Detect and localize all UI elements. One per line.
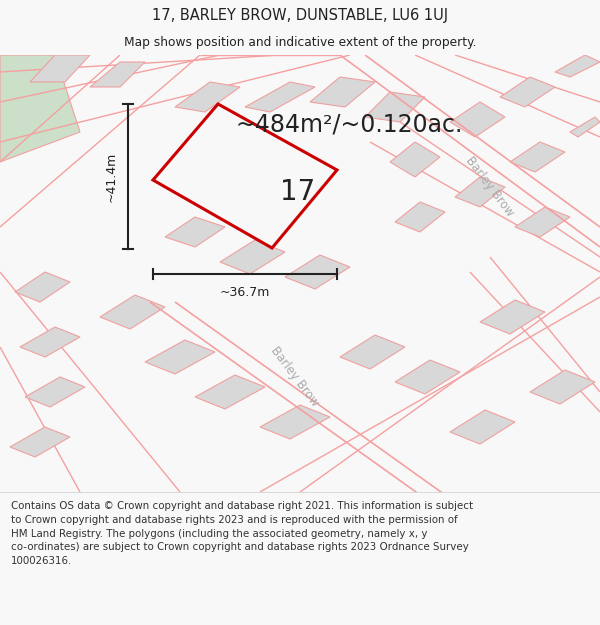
Text: Map shows position and indicative extent of the property.: Map shows position and indicative extent… — [124, 36, 476, 49]
Polygon shape — [195, 375, 265, 409]
Text: Contains OS data © Crown copyright and database right 2021. This information is : Contains OS data © Crown copyright and d… — [11, 501, 473, 566]
Polygon shape — [395, 360, 460, 394]
Polygon shape — [555, 55, 600, 77]
Polygon shape — [455, 177, 505, 207]
Polygon shape — [450, 102, 505, 137]
Polygon shape — [245, 82, 315, 112]
Text: ~36.7m: ~36.7m — [220, 286, 270, 299]
Polygon shape — [0, 55, 80, 162]
Polygon shape — [390, 142, 440, 177]
Text: Barley Brow: Barley Brow — [463, 154, 517, 219]
Polygon shape — [175, 82, 240, 112]
Text: 17: 17 — [280, 178, 316, 206]
Polygon shape — [450, 410, 515, 444]
Polygon shape — [310, 77, 375, 107]
Polygon shape — [100, 295, 165, 329]
Polygon shape — [480, 300, 545, 334]
Polygon shape — [365, 92, 425, 122]
Polygon shape — [285, 255, 350, 289]
Polygon shape — [15, 272, 70, 302]
Polygon shape — [10, 427, 70, 457]
Text: 17, BARLEY BROW, DUNSTABLE, LU6 1UJ: 17, BARLEY BROW, DUNSTABLE, LU6 1UJ — [152, 8, 448, 23]
Polygon shape — [510, 142, 565, 172]
Text: ~484m²/~0.120ac.: ~484m²/~0.120ac. — [235, 113, 463, 137]
Polygon shape — [260, 405, 330, 439]
Text: Barley Brow: Barley Brow — [268, 344, 322, 409]
Polygon shape — [500, 77, 555, 107]
Polygon shape — [220, 240, 285, 274]
Polygon shape — [515, 207, 570, 237]
Polygon shape — [145, 340, 215, 374]
Polygon shape — [340, 335, 405, 369]
Text: ~41.4m: ~41.4m — [105, 151, 118, 202]
Polygon shape — [90, 62, 145, 87]
Polygon shape — [570, 117, 600, 137]
Polygon shape — [530, 370, 595, 404]
Polygon shape — [30, 55, 90, 82]
Polygon shape — [20, 327, 80, 357]
Polygon shape — [25, 377, 85, 407]
Polygon shape — [165, 217, 225, 247]
Polygon shape — [395, 202, 445, 232]
